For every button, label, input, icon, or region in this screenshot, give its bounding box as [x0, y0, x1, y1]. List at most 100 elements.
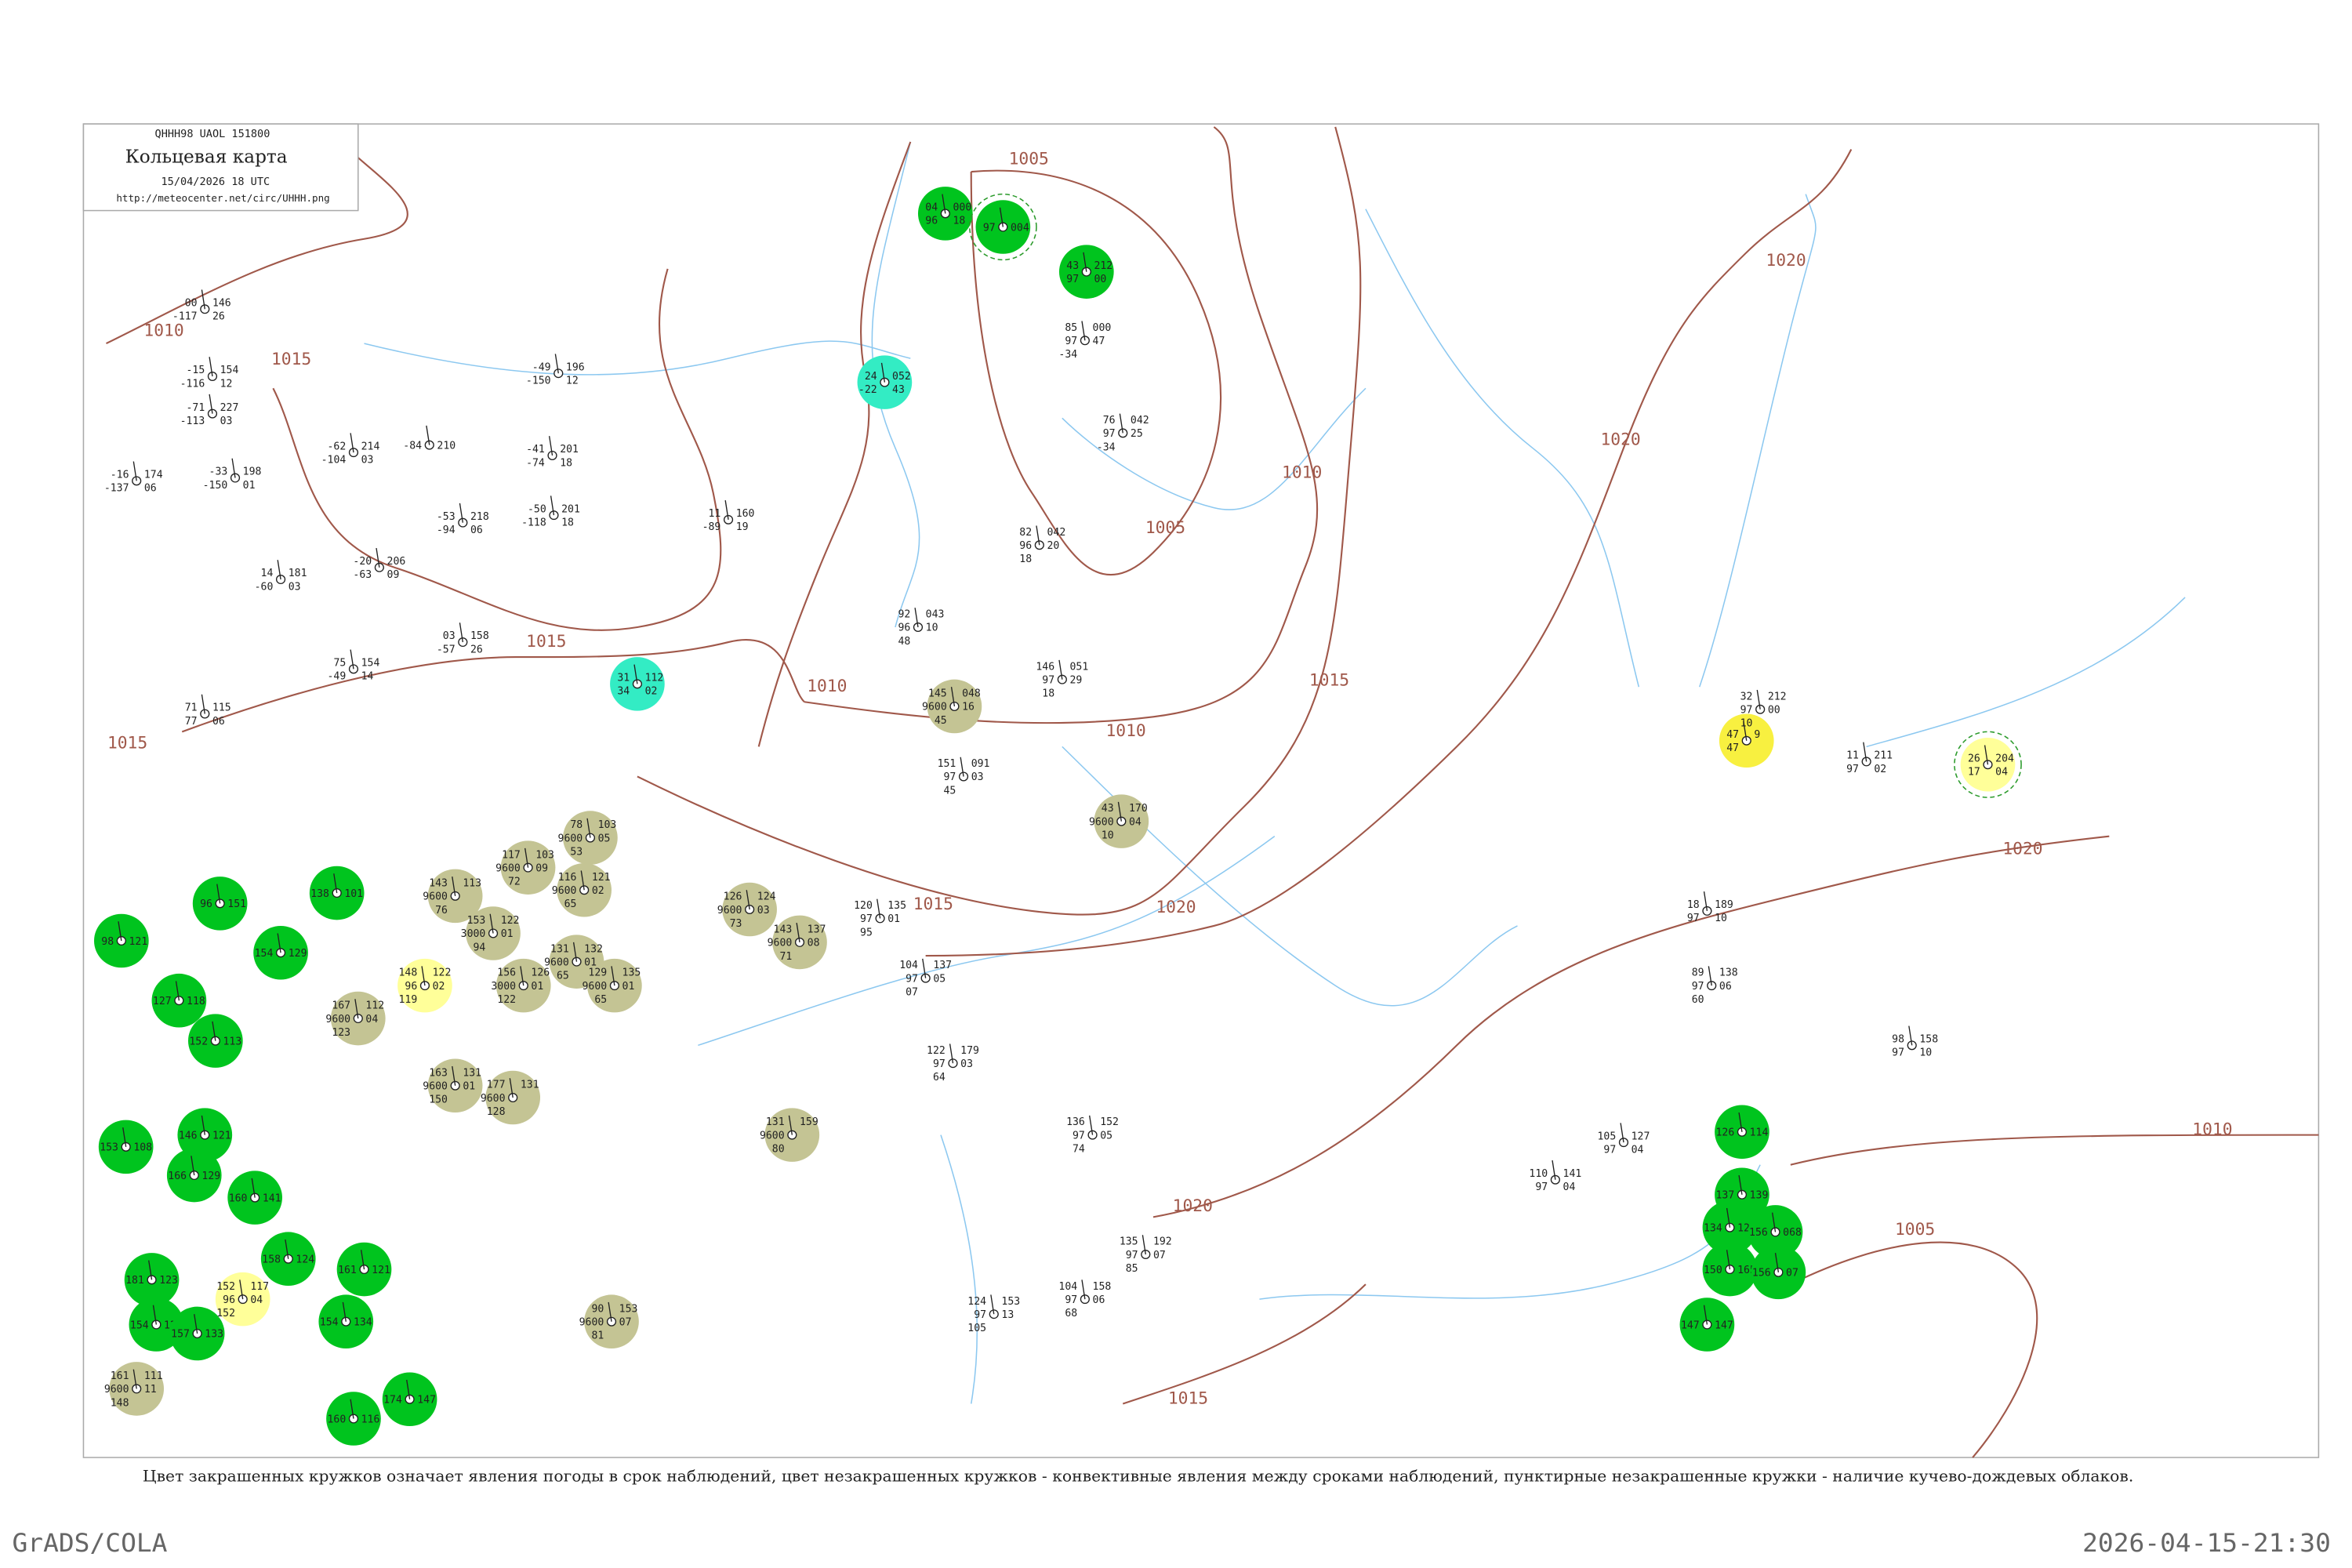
station-value: 122 [501, 915, 520, 927]
footer-right: 2026-04-15-21:30 [2082, 1528, 2331, 1558]
station-dot [949, 701, 960, 711]
wind-barb [122, 1127, 127, 1147]
station-value: 051 [1070, 661, 1089, 673]
station-value: 170 [1129, 803, 1148, 815]
station-value: 212 [1094, 260, 1112, 272]
wind-barb [1142, 1235, 1146, 1255]
wind-barb [212, 1021, 216, 1041]
station-value: 157 [171, 1329, 190, 1341]
station-value: 137 [933, 960, 952, 971]
station-value: 152 [216, 1281, 235, 1293]
station-value: 118 [187, 996, 205, 1007]
wind-barb [350, 649, 354, 670]
wind-barb [489, 913, 494, 934]
station-value: 17 [1968, 767, 1980, 779]
station-value: 18 [560, 457, 572, 469]
station-value: 26 [470, 644, 483, 655]
station-value: 105 [967, 1323, 986, 1334]
station-value: 89 [1692, 967, 1704, 979]
station-value: 9600 [583, 981, 608, 993]
station: 166 129 [166, 1148, 222, 1203]
station-value: 136 [1066, 1116, 1085, 1128]
station: 156 07 [1751, 1245, 1806, 1300]
station-value: 75 [333, 658, 346, 670]
station-value: -74 [526, 457, 545, 469]
station: 152 113 [188, 1014, 243, 1068]
station-value: 124 [757, 891, 776, 903]
station-value: 123 [332, 1027, 350, 1039]
station-value: -34 [1058, 349, 1077, 361]
station-dot [723, 514, 734, 524]
station-value: 192 [1153, 1236, 1172, 1248]
station-value: 160 [328, 1414, 347, 1425]
wind-barb [611, 966, 615, 986]
wind-barb [452, 1065, 456, 1086]
station: 138 101 [309, 866, 365, 920]
station-value: 97 [944, 771, 956, 783]
wind-barb [132, 1369, 137, 1389]
station-value: 64 [933, 1072, 946, 1083]
station-value: 04 [1563, 1181, 1576, 1193]
station-value: 103 [535, 849, 554, 861]
station-dot [523, 862, 533, 873]
station-value: 154 [220, 365, 239, 376]
station-value: 01 [501, 928, 514, 940]
station-value: 134 [354, 1317, 372, 1329]
station-value: 12 [566, 376, 579, 387]
wind-barb [285, 1239, 289, 1259]
station-value: 122 [433, 967, 452, 979]
station: 158 124 [260, 1232, 316, 1286]
station-value: 10 [926, 622, 938, 634]
station-dot [450, 1080, 460, 1091]
station-value: 9600 [495, 863, 521, 875]
isobar-label: 1020 [1156, 897, 1196, 916]
station-value: 154 [255, 948, 274, 960]
station-value: 132 [584, 943, 603, 955]
station-value: 128 [487, 1106, 506, 1118]
station-value: 135 [622, 967, 641, 979]
station: 104 97 07 137 05 [899, 958, 952, 998]
station-value: 06 [212, 716, 225, 728]
station-value: 143 [429, 878, 448, 890]
wind-barb [421, 966, 426, 986]
station: 154 134 [318, 1294, 374, 1348]
station-dot [374, 562, 384, 572]
isobar-label: 1005 [1009, 149, 1049, 169]
station-value: 127 [153, 996, 172, 1007]
station-value: 07 [1153, 1250, 1166, 1261]
station-value: 97 [1892, 1047, 1904, 1059]
station-value: 05 [598, 833, 611, 844]
station-value: 29 [1070, 675, 1083, 687]
station: 117 9600 72 103 09 [495, 840, 556, 895]
station-value: 02 [1874, 764, 1886, 775]
station: 153 108 [98, 1120, 154, 1174]
station: 43 97 212 00 [1058, 245, 1114, 299]
wind-barb [1089, 1115, 1094, 1135]
station: 145 9600 45 048 16 [922, 679, 982, 734]
station-value: -116 [180, 378, 205, 390]
station-value: -117 [172, 311, 198, 323]
station-dot [424, 440, 434, 450]
station-value: 26 [212, 311, 225, 323]
wind-barb [586, 818, 591, 838]
station-value: 204 [1995, 753, 2014, 765]
station-value: 121 [212, 1130, 231, 1142]
station-value: 18 [953, 216, 965, 227]
wind-barb [746, 890, 750, 910]
isobar-label: 1015 [107, 732, 147, 752]
station-value: 137 [808, 924, 826, 936]
wind-barb [1774, 1252, 1780, 1272]
station-value: 05 [1100, 1130, 1112, 1142]
wind-barb [796, 923, 800, 943]
station-value: 211 [1874, 750, 1893, 762]
station: -84 210 [403, 425, 456, 452]
wind-barb [132, 461, 137, 481]
wind-barb [724, 499, 729, 520]
station-value: 146 [179, 1130, 198, 1142]
header-title: Кольцевая карта [125, 147, 288, 168]
